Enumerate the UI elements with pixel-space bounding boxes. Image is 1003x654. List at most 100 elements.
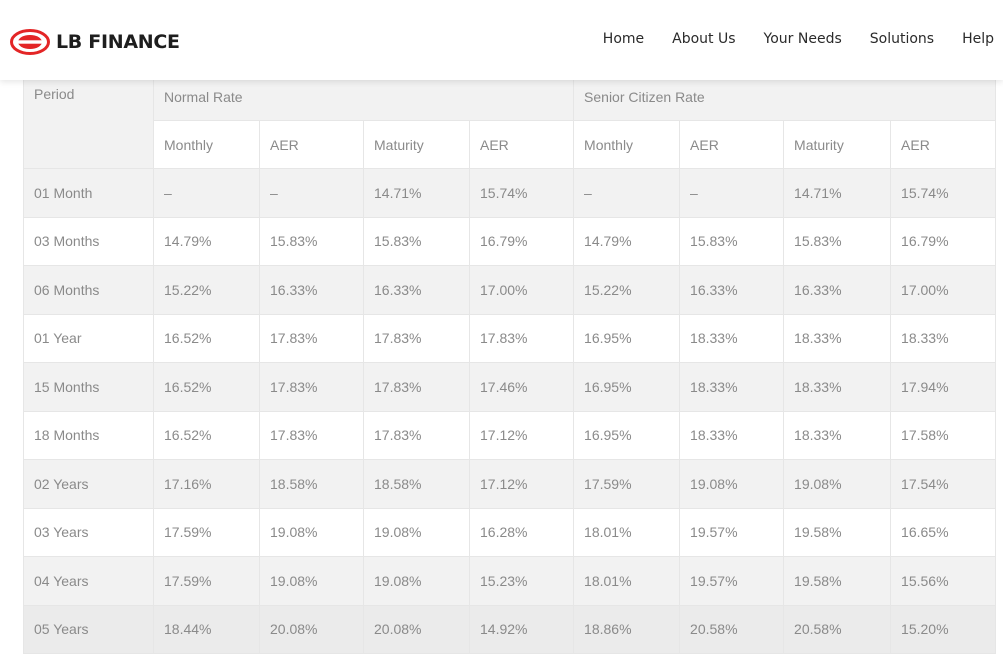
rate-cell: 14.79% bbox=[573, 216, 681, 266]
rate-cell: 16.79% bbox=[468, 216, 575, 266]
rate-cell: – bbox=[259, 168, 364, 218]
period-cell: 01 Year bbox=[23, 313, 154, 363]
rate-cell: 19.08% bbox=[363, 507, 470, 557]
period-cell: 18 Months bbox=[23, 410, 154, 460]
rate-cell: 16.33% bbox=[679, 265, 785, 315]
rate-cell: 20.58% bbox=[679, 604, 785, 654]
table-row: 03 Years 17.59% 19.08% 19.08% 16.28% 18.01% 19… bbox=[23, 507, 997, 557]
rate-cell: 18.01% bbox=[573, 507, 681, 557]
rate-cell: 18.33% bbox=[783, 313, 892, 363]
rate-cell: 16.79% bbox=[890, 216, 997, 266]
col-normal-maturity: Maturity bbox=[363, 120, 470, 169]
rate-cell: 19.57% bbox=[679, 556, 785, 606]
rate-cell: 19.08% bbox=[259, 507, 364, 557]
rate-cell: 18.33% bbox=[890, 313, 997, 363]
rates-table-body: 01 Month – –14.71% 15.74% – –14.71% 15.74% 03 M… bbox=[23, 168, 997, 654]
rate-cell: 17.59% bbox=[153, 507, 260, 557]
col-senior-monthly: Monthly bbox=[573, 120, 681, 169]
rate-cell: 19.08% bbox=[363, 556, 470, 606]
table-row: 18 Months 16.52% 17.83% 17.83% 17.12% 16.95% 1… bbox=[23, 410, 997, 460]
rate-cell: 16.52% bbox=[153, 362, 260, 412]
table-row: 06 Months 15.22% 16.33% 16.33% 17.00% 15.22% 1… bbox=[23, 265, 997, 315]
rate-cell: 16.65% bbox=[890, 507, 997, 557]
rate-cell: 18.33% bbox=[783, 410, 892, 460]
table-row: 04 Years 17.59% 19.08% 19.08% 15.23% 18.01% 19… bbox=[23, 556, 997, 606]
period-cell: 04 Years bbox=[23, 556, 154, 606]
rate-cell: 17.58% bbox=[890, 410, 997, 460]
rate-cell: 15.74% bbox=[890, 168, 997, 218]
rate-cell: 14.92% bbox=[468, 604, 575, 654]
table-row: 01 Year 16.52% 17.83% 17.83% 17.83% 16.95% 18.… bbox=[23, 313, 997, 363]
rate-cell: 17.83% bbox=[363, 362, 470, 412]
rate-cell: 16.28% bbox=[468, 507, 575, 557]
rate-cell: 15.83% bbox=[363, 216, 470, 266]
rate-cell: 15.83% bbox=[783, 216, 892, 266]
rate-cell: 19.08% bbox=[783, 459, 892, 509]
rate-cell: 17.54% bbox=[890, 459, 997, 509]
rate-cell: 18.58% bbox=[363, 459, 470, 509]
col-normal-monthly: Monthly bbox=[153, 120, 260, 169]
table-row: 03 Months 14.79% 15.83% 15.83% 16.79% 14.79% 1… bbox=[23, 216, 997, 266]
rate-cell: 18.33% bbox=[783, 362, 892, 412]
rate-cell: 14.71% bbox=[783, 168, 892, 218]
nav-help[interactable]: Help bbox=[962, 31, 994, 47]
period-cell: 05 Years bbox=[23, 604, 154, 654]
col-normal-monthly-aer: AER bbox=[259, 120, 364, 169]
rate-cell: 17.59% bbox=[573, 459, 681, 509]
rate-cell: 17.12% bbox=[468, 459, 575, 509]
brand-logo[interactable]: LB FINANCE bbox=[10, 28, 180, 56]
rate-cell: 16.33% bbox=[259, 265, 364, 315]
nav-your-needs[interactable]: Your Needs bbox=[763, 31, 842, 47]
table-row: 02 Years 17.16% 18.58% 18.58% 17.12% 17.59% 19… bbox=[23, 459, 997, 509]
col-normal-maturity-aer: AER bbox=[468, 120, 575, 169]
site-header: LB FINANCE Home About Us Your Needs Solu… bbox=[0, 0, 1003, 80]
rate-cell: 16.95% bbox=[573, 362, 681, 412]
rate-cell: 20.08% bbox=[259, 604, 364, 654]
period-cell: 03 Months bbox=[23, 216, 154, 266]
rates-table-container: Period Normal Rate Senior Citizen Rate M… bbox=[23, 70, 997, 654]
main-nav: Home About Us Your Needs Solutions Help bbox=[575, 31, 994, 47]
rate-cell: 16.95% bbox=[573, 410, 681, 460]
rate-cell: 15.83% bbox=[259, 216, 364, 266]
rate-cell: 17.83% bbox=[468, 313, 575, 363]
col-senior-monthly-aer: AER bbox=[679, 120, 785, 169]
period-cell: 03 Years bbox=[23, 507, 154, 557]
rate-cell: 19.08% bbox=[679, 459, 785, 509]
rate-cell: 15.23% bbox=[468, 556, 575, 606]
rate-cell: 15.56% bbox=[890, 556, 997, 606]
rate-cell: 18.58% bbox=[259, 459, 364, 509]
nav-about-us[interactable]: About Us bbox=[672, 31, 736, 47]
period-cell: 01 Month bbox=[23, 168, 154, 218]
brand-name: LB FINANCE bbox=[56, 31, 180, 53]
rate-cell: 17.00% bbox=[890, 265, 997, 315]
period-cell: 06 Months bbox=[23, 265, 154, 315]
rate-cell: 19.08% bbox=[259, 556, 364, 606]
rate-cell: 14.71% bbox=[363, 168, 470, 218]
col-senior-maturity-aer: AER bbox=[890, 120, 997, 169]
rate-cell: 15.22% bbox=[573, 265, 681, 315]
nav-solutions[interactable]: Solutions bbox=[869, 31, 935, 47]
rate-cell: 19.58% bbox=[783, 507, 892, 557]
rate-cell: 18.33% bbox=[679, 313, 785, 363]
nav-home[interactable]: Home bbox=[602, 31, 645, 47]
period-cell: 15 Months bbox=[23, 362, 154, 412]
rate-cell: 18.33% bbox=[679, 410, 785, 460]
rate-cell: – bbox=[679, 168, 785, 218]
header-row-subcolumns: Monthly AER Maturity AER Monthly AER Mat… bbox=[24, 120, 997, 169]
col-senior-maturity: Maturity bbox=[783, 120, 892, 169]
rate-cell: 17.83% bbox=[363, 313, 470, 363]
lb-logo-icon bbox=[10, 29, 50, 55]
rate-cell: 18.86% bbox=[573, 604, 681, 654]
rate-cell: 20.08% bbox=[363, 604, 470, 654]
rate-cell: 17.00% bbox=[468, 265, 575, 315]
rate-cell: 19.58% bbox=[783, 556, 892, 606]
table-row: 15 Months 16.52% 17.83% 17.83% 17.46% 16.95% 1… bbox=[23, 362, 997, 412]
rate-cell: 15.83% bbox=[679, 216, 785, 266]
rate-cell: 17.83% bbox=[363, 410, 470, 460]
rate-cell: 18.44% bbox=[153, 604, 260, 654]
rate-cell: 18.33% bbox=[679, 362, 785, 412]
period-cell: 02 Years bbox=[23, 459, 154, 509]
rate-cell: – bbox=[153, 168, 260, 218]
rate-cell: 15.20% bbox=[890, 604, 997, 654]
rate-cell: – bbox=[573, 168, 681, 218]
